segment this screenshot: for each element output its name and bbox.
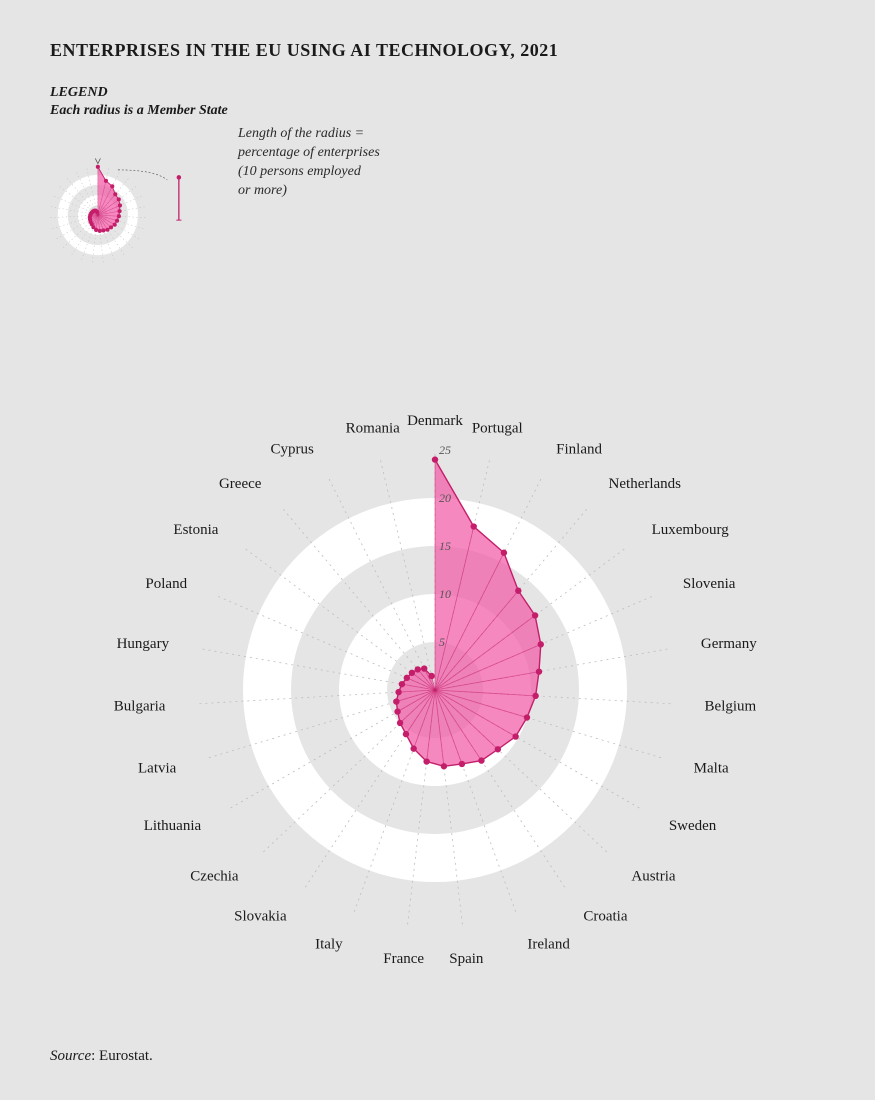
svg-text:15: 15 xyxy=(439,539,451,553)
country-label: Estonia xyxy=(173,522,218,538)
source-value: Eurostat. xyxy=(99,1048,153,1064)
country-label: Lithuania xyxy=(144,818,202,834)
legend-heading: LEGEND xyxy=(50,85,550,101)
country-label: Finland xyxy=(556,442,602,458)
svg-text:5: 5 xyxy=(439,635,445,649)
country-label: Denmark xyxy=(407,413,463,429)
country-label: Cyprus xyxy=(270,442,314,458)
country-label: Greece xyxy=(219,476,262,492)
country-label: Slovenia xyxy=(683,576,736,592)
country-label: Romania xyxy=(346,420,400,436)
svg-text:10: 10 xyxy=(439,587,451,601)
country-label: Ireland xyxy=(527,937,570,953)
country-label: Spain xyxy=(449,951,484,967)
country-label: Netherlands xyxy=(609,476,682,492)
svg-text:20: 20 xyxy=(439,491,451,505)
country-label: France xyxy=(383,951,424,967)
country-label: Poland xyxy=(145,576,187,592)
country-label: Germany xyxy=(701,636,757,652)
country-label: Belgium xyxy=(705,699,757,715)
country-label: Luxembourg xyxy=(652,522,730,538)
country-label: Italy xyxy=(315,937,343,953)
country-label: Slovakia xyxy=(234,909,287,925)
polar-chart: 5 10 15 20 25 Denmark Portugal Finland Netherlan… xyxy=(45,360,825,1020)
legend-block: LEGEND Each radius is a Member State xyxy=(50,85,550,119)
legend-subtitle: Each radius is a Member State xyxy=(50,103,550,119)
country-label: Austria xyxy=(631,868,676,884)
country-label: Bulgaria xyxy=(114,699,166,715)
legend-desc-line4: or more) xyxy=(238,183,287,198)
country-label: Malta xyxy=(694,760,729,776)
country-label: Latvia xyxy=(138,760,177,776)
source-label: Source xyxy=(50,1048,91,1064)
source-line: Source: Eurostat. xyxy=(50,1048,153,1065)
legend-desc-line3: (10 persons employed xyxy=(238,164,361,179)
legend-desc-line1: Length of the radius = xyxy=(238,126,364,141)
country-label: Czechia xyxy=(190,868,239,884)
legend-mini-chart xyxy=(40,125,220,305)
country-label: Portugal xyxy=(472,420,523,436)
country-label: Hungary xyxy=(117,636,170,652)
legend-description: Length of the radius = percentage of ent… xyxy=(238,125,438,201)
country-label: Sweden xyxy=(669,818,717,834)
legend-desc-line2: percentage of enterprises xyxy=(238,145,380,160)
svg-text:25: 25 xyxy=(439,443,451,457)
country-label: Croatia xyxy=(583,909,627,925)
page-title: ENTERPRISES IN THE EU USING AI TECHNOLOG… xyxy=(50,40,558,61)
